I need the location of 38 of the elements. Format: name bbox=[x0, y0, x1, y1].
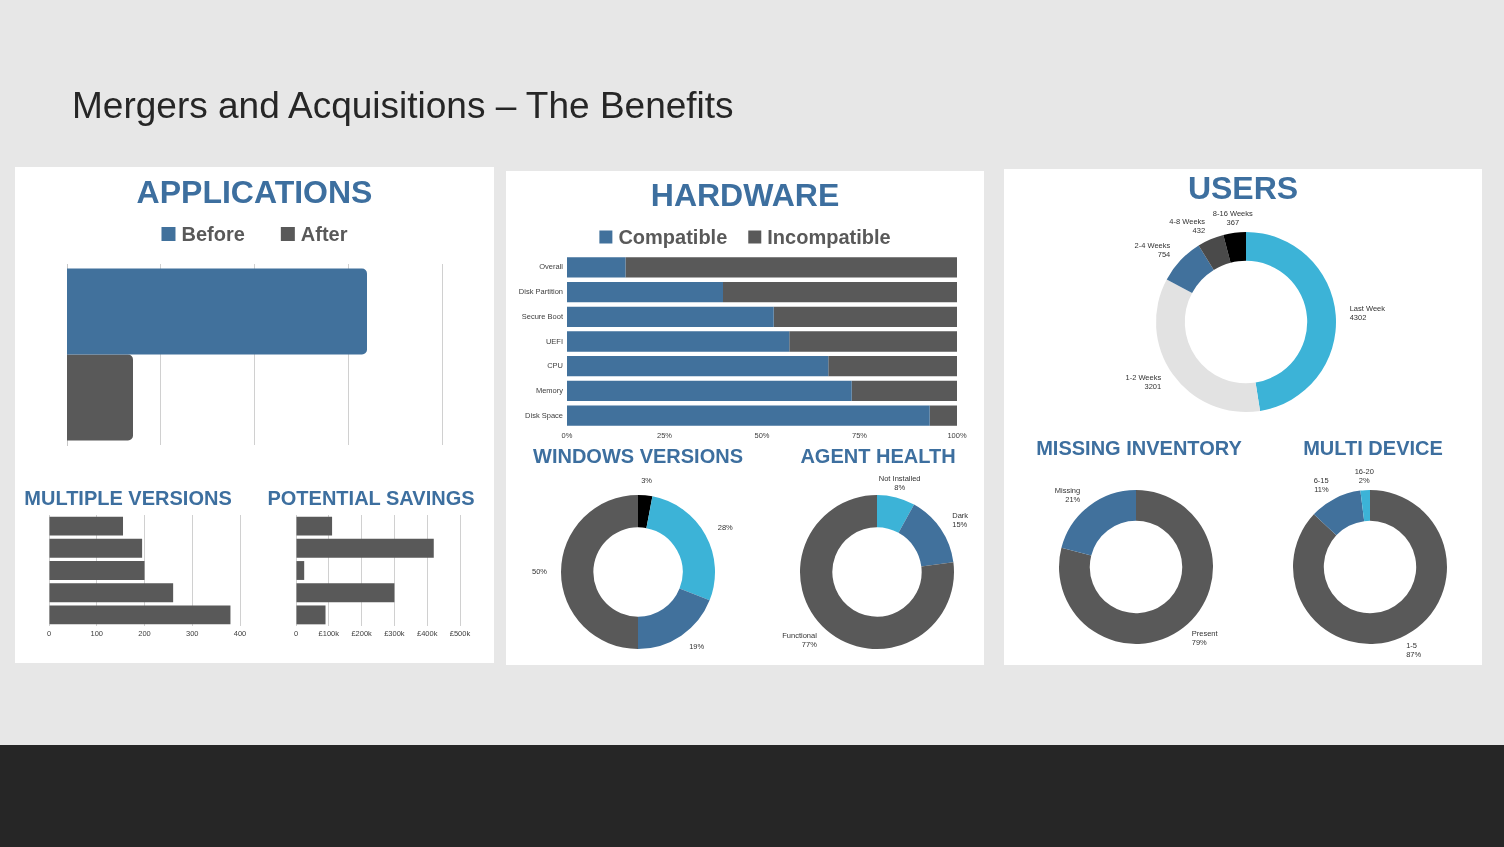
bar bbox=[828, 356, 957, 377]
chart-title: AGENT HEALTH bbox=[800, 444, 956, 467]
legend-label: Compatible bbox=[618, 225, 728, 248]
bar bbox=[929, 405, 957, 426]
text: Mergers and Acquisitions – The Benefits bbox=[72, 84, 734, 128]
chart-title: MULTI DEVICE bbox=[1303, 436, 1443, 459]
chart-title: MISSING INVENTORY bbox=[1036, 436, 1243, 459]
chart-title: APPLICATIONS bbox=[136, 173, 373, 210]
bar bbox=[773, 306, 957, 327]
chart-title: POTENTIAL SAVINGS bbox=[267, 486, 475, 509]
bar bbox=[296, 538, 434, 558]
chart-title: MULTIPLE VERSIONS bbox=[24, 486, 232, 509]
bar bbox=[49, 516, 124, 536]
bar bbox=[296, 583, 395, 603]
bar bbox=[625, 257, 957, 278]
chart-title: USERS bbox=[1187, 169, 1299, 206]
bar bbox=[567, 380, 852, 402]
bar bbox=[296, 561, 305, 580]
bar bbox=[567, 405, 930, 426]
bar bbox=[49, 583, 174, 603]
legend-label: Before bbox=[181, 222, 245, 245]
bar bbox=[567, 257, 626, 278]
chart-title: WINDOWS VERSIONS bbox=[532, 444, 744, 467]
bar bbox=[49, 605, 231, 625]
legend-label: After bbox=[300, 222, 348, 245]
bar bbox=[567, 306, 774, 327]
bar bbox=[49, 561, 145, 580]
chart-title: HARDWARE bbox=[650, 176, 840, 213]
bar bbox=[567, 331, 790, 352]
bar bbox=[567, 281, 723, 303]
bar bbox=[567, 356, 829, 377]
bar bbox=[49, 538, 143, 558]
bar bbox=[723, 281, 957, 303]
bar bbox=[296, 605, 326, 625]
bar bbox=[851, 380, 957, 402]
legend-label: Incompatible bbox=[767, 225, 891, 248]
bar bbox=[296, 516, 333, 536]
bar bbox=[789, 331, 957, 352]
